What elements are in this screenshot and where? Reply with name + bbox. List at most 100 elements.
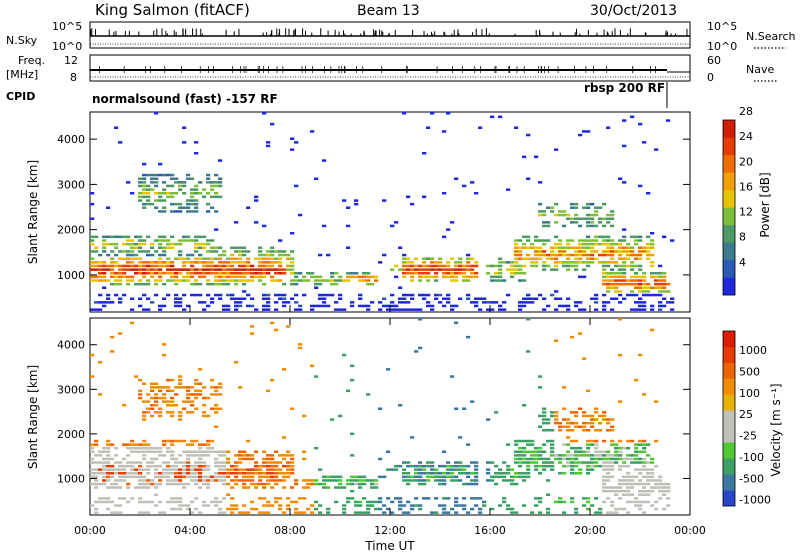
colorbar-segment: [723, 474, 735, 491]
echo-cell: [106, 268, 111, 271]
echo-cell: [90, 275, 95, 279]
echo-cell: [530, 457, 535, 461]
echo-cell: [534, 450, 539, 453]
echo-cell: [538, 239, 543, 242]
echo-cell: [562, 304, 567, 308]
echo-cell: [410, 268, 415, 271]
echo-cell: [374, 486, 379, 489]
echo-cell: [214, 279, 219, 282]
echo-cell: [562, 246, 567, 249]
echo-cell: [90, 482, 95, 486]
echo-cell: [142, 446, 147, 450]
echo-cell: [638, 443, 643, 446]
echo-cell: [662, 482, 667, 486]
echo-cell: [594, 464, 599, 468]
echo-cell: [190, 450, 195, 453]
echo-cell: [546, 507, 551, 511]
echo-cell: [282, 268, 287, 271]
echo-cell: [462, 507, 467, 511]
echo-cell: [258, 479, 263, 482]
echo-cell: [326, 479, 331, 482]
echo-cell: [586, 242, 591, 246]
echo-cell: [510, 479, 515, 482]
echo-cell: [126, 454, 131, 457]
echo-cell: [270, 468, 275, 471]
echo-cell: [438, 482, 443, 486]
echo-cell: [138, 199, 143, 202]
echo-cell: [618, 489, 623, 493]
echo-cell: [198, 246, 203, 249]
echo-cell: [186, 475, 191, 479]
echo-cell: [542, 418, 547, 421]
echo-cell: [262, 475, 267, 479]
echo-cell: [278, 239, 283, 242]
echo-cell: [114, 486, 119, 489]
echo-cell: [642, 439, 647, 443]
echo-cell: [342, 507, 347, 511]
echo-cell: [642, 250, 647, 253]
echo-cell: [222, 304, 227, 308]
echo-cell: [218, 472, 223, 475]
echo-cell: [162, 199, 167, 202]
echo-cell: [510, 275, 515, 279]
echo-cell: [406, 261, 411, 264]
echo-cell: [578, 450, 583, 453]
echo-cell: [414, 475, 419, 479]
echo-cell: [630, 253, 635, 257]
echo-cell: [306, 279, 311, 282]
echo-cell: [234, 475, 239, 479]
echo-cell: [90, 443, 95, 446]
echo-cell: [566, 429, 571, 432]
echo-cell: [214, 461, 219, 464]
echo-cell: [162, 396, 167, 400]
echo-cell: [326, 486, 331, 489]
echo-cell: [194, 396, 199, 400]
echo-cell: [282, 297, 287, 300]
echo-cell: [210, 246, 215, 249]
echo-cell: [226, 293, 231, 297]
y-tick-label: 1000: [57, 269, 85, 282]
echo-cell: [110, 275, 115, 279]
echo-cell: [134, 486, 139, 489]
echo-cell: [186, 177, 191, 180]
echo-cell: [138, 261, 143, 264]
echo-cell: [194, 279, 199, 282]
echo-cell: [178, 475, 183, 479]
echo-cell: [142, 242, 147, 246]
echo-cell: [470, 497, 475, 500]
echo-cell: [138, 272, 143, 275]
echo-cell: [446, 264, 451, 268]
echo-cell: [646, 246, 651, 249]
echo-cell: [410, 475, 415, 479]
echo-cell: [474, 504, 479, 507]
echo-cell: [122, 264, 127, 268]
echo-cell: [642, 468, 647, 471]
echo-cell: [582, 497, 587, 500]
echo-cell: [638, 268, 643, 271]
echo-cell: [102, 468, 107, 471]
echo-cell: [158, 239, 163, 242]
echo-cell: [146, 272, 151, 275]
echo-cell: [618, 454, 623, 457]
echo-cell: [594, 308, 599, 311]
echo-cell: [266, 301, 271, 304]
echo-cell: [162, 261, 167, 264]
echo-cell: [590, 457, 595, 461]
velocity-colorbar-tick: -100: [739, 451, 764, 464]
echo-cell: [142, 188, 147, 191]
echo-cell: [166, 439, 171, 443]
echo-cell: [606, 239, 611, 242]
echo-cell: [578, 332, 583, 335]
echo-cell: [242, 468, 247, 471]
velocity-colorbar-label: Velocity [m s⁻¹]: [769, 383, 783, 476]
echo-cell: [202, 504, 207, 507]
echo-cell: [646, 235, 651, 239]
echo-cell: [334, 479, 339, 482]
echo-cell: [134, 446, 139, 450]
echo-cell: [498, 304, 503, 308]
x-tick-label: 08:00: [274, 524, 306, 537]
echo-cell: [222, 511, 227, 514]
echo-cell: [566, 461, 571, 464]
echo-cell: [166, 461, 171, 464]
echo-cell: [410, 507, 415, 511]
